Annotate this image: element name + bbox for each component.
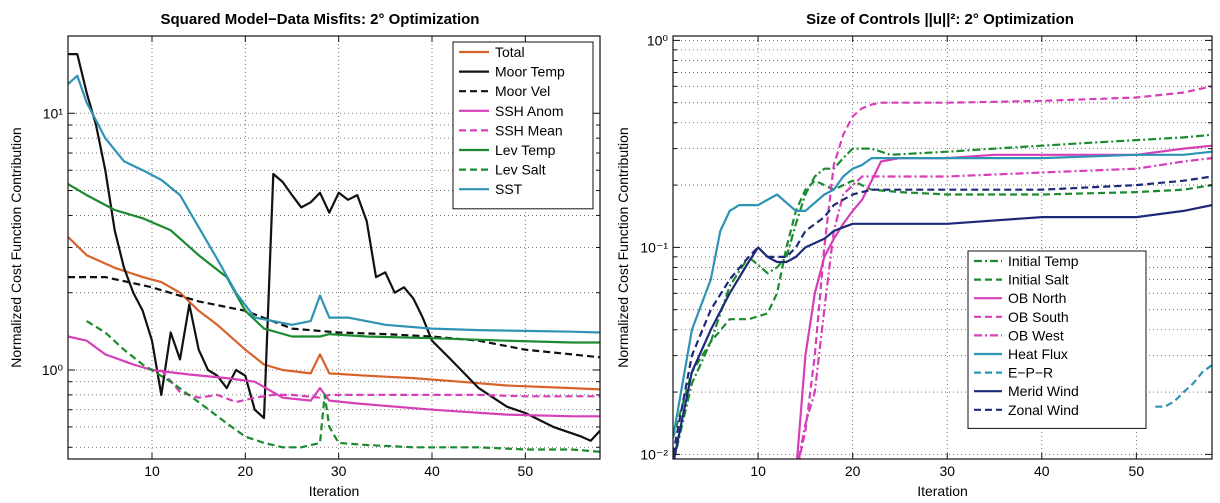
series-line-4 xyxy=(160,369,600,404)
series-line-2 xyxy=(68,276,600,359)
series-line-3 xyxy=(68,335,600,418)
legend: Initial Temp Initial Salt OB North OB South… xyxy=(967,250,1147,429)
legend-label-5: Heat Flux xyxy=(1008,346,1068,362)
series-line-1 xyxy=(68,52,600,442)
series-line-1 xyxy=(673,179,1212,439)
x-tick-label: 20 xyxy=(845,463,861,479)
legend-label-4: OB West xyxy=(1008,327,1064,343)
legend-label-7: SST xyxy=(495,181,523,197)
y-tick-label: 10⁻¹ xyxy=(640,239,668,255)
series-line-0 xyxy=(68,236,600,391)
y-axis-label: Normalized Cost Function Contribution xyxy=(8,127,24,367)
y-tick-label: 10⁻² xyxy=(640,446,668,462)
series-line-6 xyxy=(86,320,600,453)
series-line-5 xyxy=(673,150,1212,439)
x-tick-label: 50 xyxy=(1129,463,1145,479)
y-tick-label: 10⁰ xyxy=(647,32,669,48)
x-axis-label: Iteration xyxy=(917,483,968,499)
x-tick-label: 10 xyxy=(144,463,160,479)
chart-title: Size of Controls ||u||²: 2° Optimization xyxy=(806,11,1074,28)
legend-label-0: Initial Temp xyxy=(1008,253,1079,269)
legend-label-4: SSH Mean xyxy=(495,122,563,138)
series-line-7 xyxy=(68,74,600,334)
series-line-8 xyxy=(673,175,1212,455)
legend-label-7: Merid Wind xyxy=(1008,383,1079,399)
x-tick-label: 30 xyxy=(331,463,347,479)
x-tick-label: 10 xyxy=(750,463,766,479)
x-tick-label: 30 xyxy=(939,463,955,479)
right-chart: 10 20 30 40 50 10⁻² 10⁻¹ 10⁰ Size of Controls ||… xyxy=(615,11,1213,499)
x-tick-label: 50 xyxy=(518,463,534,479)
left-chart: 10 20 30 40 50 10⁰ 10¹ Squared Model−Data Misfi… xyxy=(8,11,601,499)
legend: Total Moor Temp Moor Vel SSH Anom SSH Mean Le… xyxy=(452,41,594,210)
series-line-5 xyxy=(68,183,600,344)
series-line-6 xyxy=(1155,364,1212,408)
series-line-7 xyxy=(673,204,1212,459)
x-tick-label: 40 xyxy=(1034,463,1050,479)
series-group xyxy=(68,52,600,453)
y-axis-label: Normalized Cost Function Contribution xyxy=(615,127,631,367)
legend-label-6: E−P−R xyxy=(1008,365,1053,381)
legend-label-3: SSH Anom xyxy=(495,103,563,119)
legend-label-2: Moor Vel xyxy=(495,83,550,99)
series-line-4 xyxy=(797,157,1212,459)
legend-label-2: OB North xyxy=(1008,290,1066,306)
series-group xyxy=(673,85,1212,459)
grid xyxy=(68,35,600,459)
legend-label-1: Moor Temp xyxy=(495,64,565,80)
x-tick-label: 40 xyxy=(424,463,440,479)
legend-box xyxy=(452,41,594,210)
legend-label-3: OB South xyxy=(1008,309,1069,325)
legend-label-5: Lev Temp xyxy=(495,142,556,158)
x-tick-label: 20 xyxy=(238,463,254,479)
y-tick-label: 10⁰ xyxy=(42,362,64,378)
legend-label-8: Zonal Wind xyxy=(1008,402,1079,418)
legend-label-1: Initial Salt xyxy=(1008,272,1069,288)
y-tick-label: 10¹ xyxy=(43,105,64,121)
legend-label-0: Total xyxy=(495,44,525,60)
x-axis-label: Iteration xyxy=(309,483,360,499)
chart-title: Squared Model−Data Misfits: 2° Optimizat… xyxy=(161,11,480,28)
legend-label-6: Lev Salt xyxy=(495,162,546,178)
